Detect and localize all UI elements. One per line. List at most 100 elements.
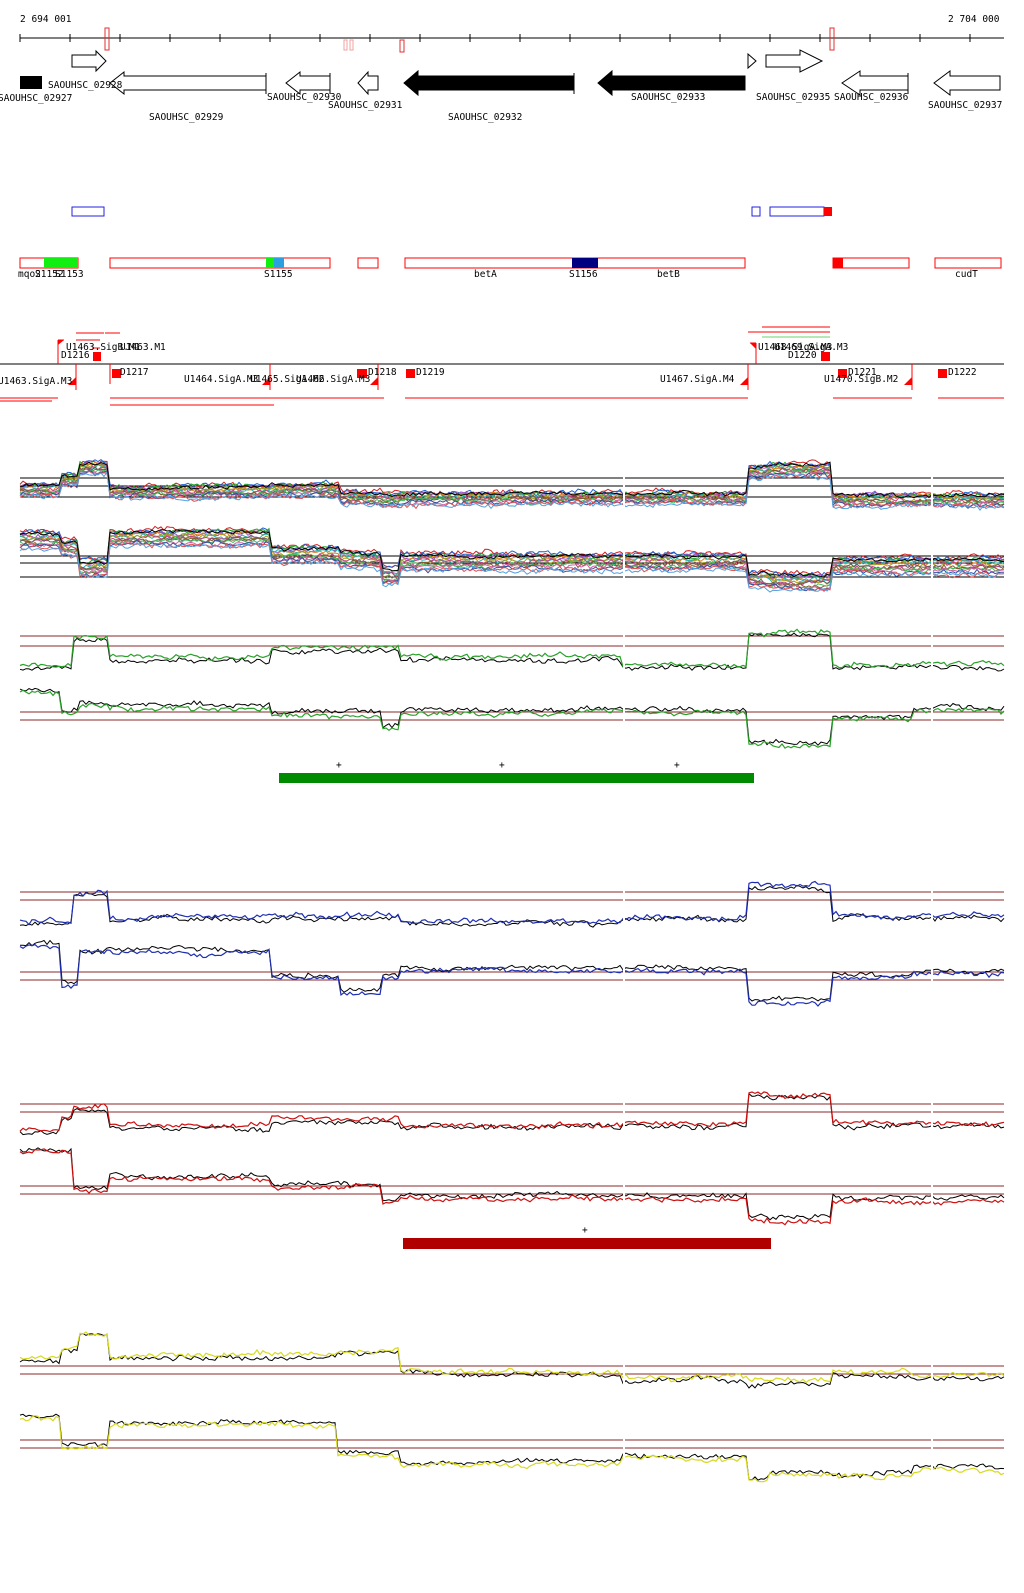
plus-mark: + bbox=[582, 1225, 588, 1236]
expression-line bbox=[19, 1148, 1005, 1226]
expression-line bbox=[19, 689, 1005, 749]
segment-S1155[interactable] bbox=[109, 257, 331, 269]
condition-line bbox=[19, 537, 1005, 590]
blue-feature[interactable] bbox=[71, 206, 105, 217]
transcript-label: D1219 bbox=[416, 367, 445, 378]
expression-line bbox=[19, 1147, 1005, 1221]
gene-label: SAOUHSC_02930 bbox=[267, 92, 342, 103]
segment-label: S1155 bbox=[264, 269, 293, 280]
gene-label: SAOUHSC_02936 bbox=[834, 92, 909, 103]
segment-S1155-blue bbox=[274, 258, 284, 268]
gene-label: SAOUHSC_02929 bbox=[149, 112, 224, 123]
transcript-label: D1220 bbox=[788, 350, 817, 361]
expression-line bbox=[19, 1413, 1005, 1481]
transcript-label: U1466.SigA.M3 bbox=[296, 374, 370, 385]
segment-label: S1153 bbox=[55, 269, 84, 280]
gene-label: SAOUHSC_02927 bbox=[0, 93, 72, 104]
transcript-label: U1465.SigA.M2 bbox=[250, 374, 324, 385]
segment-right[interactable] bbox=[832, 257, 910, 269]
segment-right-end bbox=[833, 258, 843, 268]
transcript-label: U1467.SigA.M4 bbox=[660, 374, 735, 385]
gene-small-arrow[interactable] bbox=[747, 52, 757, 70]
transcript-label: U1464.SigA.M3 bbox=[184, 374, 258, 385]
condition-line bbox=[19, 470, 1005, 511]
condition-line bbox=[19, 531, 1005, 582]
transcript-label: D1217 bbox=[120, 367, 149, 378]
gene-SAOUHSC_02933[interactable] bbox=[597, 69, 746, 97]
condition-line bbox=[19, 470, 1005, 510]
dark-red-band: + bbox=[403, 1225, 771, 1249]
segment-S1155-green bbox=[266, 258, 274, 268]
gene-label: SAOUHSC_02928 bbox=[48, 80, 123, 91]
expression-line bbox=[19, 939, 1005, 1002]
gene-SAOUHSC_02930[interactable] bbox=[285, 70, 331, 96]
condition-line bbox=[19, 541, 1005, 593]
condition-line bbox=[19, 529, 1005, 578]
expression-line bbox=[19, 943, 1005, 1007]
expression-line bbox=[19, 1092, 1005, 1136]
condition-line bbox=[19, 536, 1005, 587]
blue-feature-end bbox=[824, 207, 832, 216]
transcript-label: U1463.M1 bbox=[120, 342, 166, 353]
expression-line bbox=[19, 687, 1005, 746]
plus-mark: + bbox=[336, 760, 342, 771]
start-coordinate: 2 694 001 bbox=[20, 14, 72, 25]
expression-line bbox=[19, 628, 1005, 669]
yellow-expression-track bbox=[19, 1326, 1005, 1488]
green-band: + + + bbox=[279, 760, 754, 783]
blue-feature[interactable] bbox=[751, 206, 761, 217]
gene-label: SAOUHSC_02932 bbox=[448, 112, 522, 123]
gene-SAOUHSC_02937[interactable] bbox=[933, 70, 1001, 96]
gene-label: SAOUHSC_02937 bbox=[928, 100, 1002, 111]
gene-label: SAOUHSC_02931 bbox=[328, 100, 403, 111]
end-coordinate: 2 704 000 bbox=[948, 14, 1000, 25]
transcript-label: U1463.SigB.M1 bbox=[66, 342, 141, 353]
transcript-label: D1222 bbox=[948, 367, 977, 378]
transcript-label: D1218 bbox=[368, 367, 397, 378]
gene-SAOUHSC_02928[interactable] bbox=[71, 49, 107, 73]
plus-mark: + bbox=[674, 760, 680, 771]
transcript-track: U1463.SigA.M3 U1463.SigB.M1 D1216 U1463.… bbox=[0, 326, 1004, 406]
expression-line bbox=[19, 1333, 1005, 1389]
condition-line bbox=[19, 461, 1005, 499]
gene-track: SAOUHSC_02927 SAOUHSC_02928 SAOUHSC_0292… bbox=[0, 49, 1002, 123]
segment-S1156-fill bbox=[572, 258, 598, 268]
segment-label: cudT bbox=[955, 269, 978, 280]
expression-line bbox=[19, 632, 1005, 672]
gene-SAOUHSC_02935[interactable] bbox=[765, 49, 824, 73]
transcript-label: U1468.SigA.M3 bbox=[758, 342, 832, 353]
condition-line bbox=[19, 538, 1005, 592]
condition-line bbox=[19, 533, 1005, 586]
segment-small[interactable] bbox=[357, 257, 379, 269]
segment-track: mqo2 S1152 S1153 S1155 betA S1156 betB c… bbox=[18, 257, 1002, 280]
multi-condition-expression-track bbox=[19, 458, 1005, 600]
transcript-label: U1470.SigB.M2 bbox=[824, 374, 898, 385]
gene-SAOUHSC_02929[interactable] bbox=[109, 70, 267, 96]
red-expression-track bbox=[19, 1064, 1005, 1234]
gene-SAOUHSC_02931[interactable] bbox=[357, 70, 379, 96]
expression-line bbox=[19, 1091, 1005, 1133]
segment-label: S1156 bbox=[569, 269, 598, 280]
red-region-bar[interactable] bbox=[403, 1238, 771, 1249]
expression-line bbox=[19, 1331, 1005, 1384]
segment-cudT[interactable] bbox=[934, 257, 1002, 269]
blue-feature-track bbox=[71, 206, 832, 217]
expression-line bbox=[19, 884, 1005, 928]
green-region-bar[interactable] bbox=[279, 773, 754, 783]
expression-line bbox=[19, 1415, 1005, 1483]
coordinate-ruler: 2 694 001 2 704 000 bbox=[19, 14, 1004, 53]
segment-S1152-fill bbox=[44, 258, 78, 268]
gene-SAOUHSC_02932[interactable] bbox=[403, 69, 575, 97]
transcript-label: U1463.SigA.M3 bbox=[0, 376, 72, 387]
transcript-label: D1221 bbox=[848, 367, 877, 378]
gene-SAOUHSC_02927[interactable] bbox=[20, 76, 42, 89]
blue-expression-track bbox=[19, 852, 1005, 1020]
expression-line bbox=[19, 880, 1005, 926]
gene-label: SAOUHSC_02935 bbox=[756, 92, 830, 103]
blue-feature[interactable] bbox=[769, 206, 825, 217]
gene-label: SAOUHSC_02933 bbox=[631, 92, 705, 103]
segment-label: betA bbox=[474, 269, 497, 280]
transcript-label: D1216 bbox=[61, 350, 90, 361]
